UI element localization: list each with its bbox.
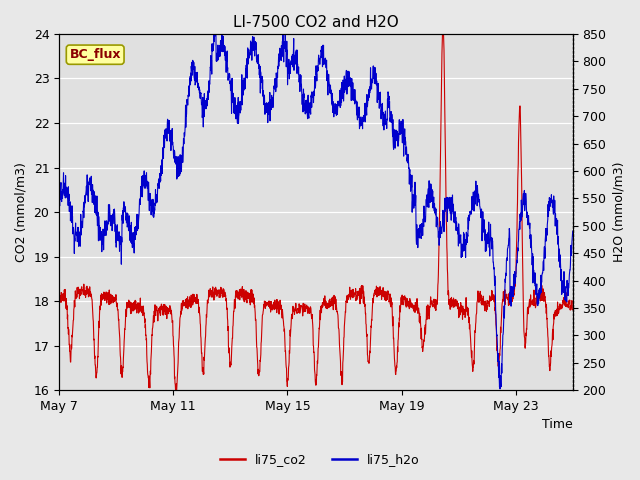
li75_co2 xyxy=(439,22,447,27)
li75_co2 xyxy=(554,306,562,312)
Y-axis label: H2O (mmol/m3): H2O (mmol/m3) xyxy=(612,162,625,262)
li75_h2o xyxy=(55,202,63,207)
Y-axis label: CO2 (mmol/m3): CO2 (mmol/m3) xyxy=(15,162,28,262)
li75_h2o xyxy=(211,20,218,26)
li75_h2o xyxy=(81,196,89,202)
li75_h2o xyxy=(554,241,562,247)
Text: BC_flux: BC_flux xyxy=(69,48,121,61)
li75_h2o xyxy=(554,234,562,240)
li75_co2 xyxy=(569,307,577,313)
Line: li75_co2: li75_co2 xyxy=(59,24,573,390)
li75_co2 xyxy=(554,311,562,317)
li75_co2 xyxy=(460,308,468,314)
li75_h2o xyxy=(460,244,468,250)
li75_h2o xyxy=(305,107,313,113)
li75_co2 xyxy=(172,387,179,393)
Legend: li75_co2, li75_h2o: li75_co2, li75_h2o xyxy=(215,448,425,471)
Title: LI-7500 CO2 and H2O: LI-7500 CO2 and H2O xyxy=(233,15,399,30)
Line: li75_h2o: li75_h2o xyxy=(59,23,573,389)
li75_co2 xyxy=(55,288,63,294)
li75_co2 xyxy=(292,304,300,310)
li75_co2 xyxy=(305,311,313,316)
li75_h2o xyxy=(496,386,504,392)
X-axis label: Time: Time xyxy=(542,419,573,432)
li75_h2o xyxy=(292,49,300,55)
li75_h2o xyxy=(569,228,577,234)
li75_co2 xyxy=(81,288,89,294)
